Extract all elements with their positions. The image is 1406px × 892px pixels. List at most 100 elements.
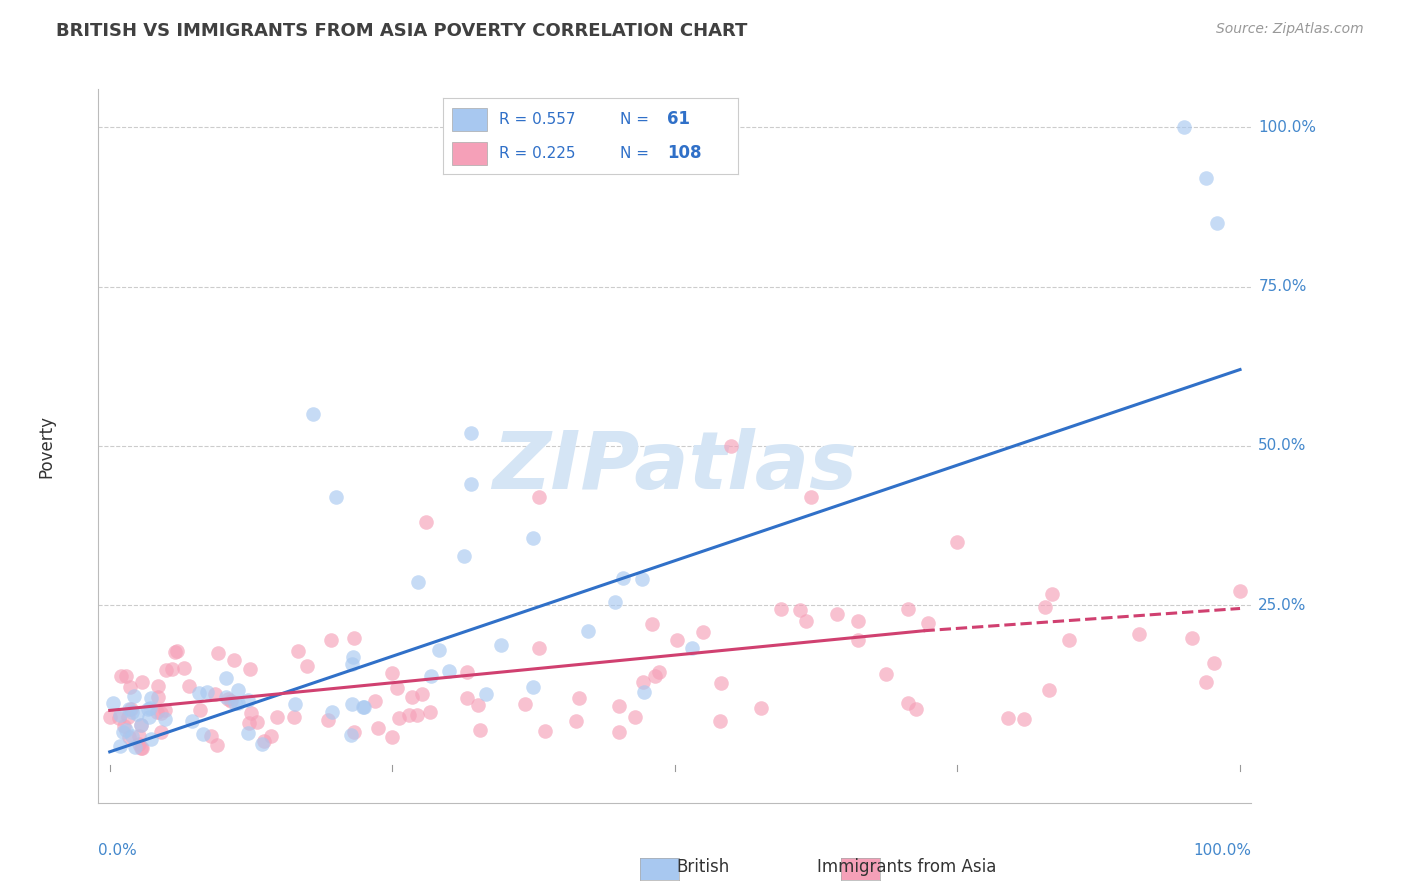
Point xyxy=(138,710,160,724)
Point xyxy=(789,603,811,617)
Text: Source: ZipAtlas.com: Source: ZipAtlas.com xyxy=(1216,22,1364,37)
Point xyxy=(224,653,246,667)
Text: 25.0%: 25.0% xyxy=(1258,598,1306,613)
Point xyxy=(665,633,688,648)
Point xyxy=(644,668,666,682)
Point xyxy=(191,727,214,741)
Point xyxy=(226,683,249,698)
Point xyxy=(128,737,150,751)
Point xyxy=(215,690,238,705)
Point xyxy=(246,715,269,730)
Point xyxy=(647,665,669,679)
Point xyxy=(565,714,588,728)
Point xyxy=(453,549,475,564)
FancyBboxPatch shape xyxy=(451,142,486,165)
Text: ZIPatlas: ZIPatlas xyxy=(492,428,858,507)
Point xyxy=(709,714,731,728)
Point xyxy=(325,490,347,504)
Point xyxy=(131,674,153,689)
Point xyxy=(236,726,259,740)
Point xyxy=(1229,583,1251,598)
Point xyxy=(427,643,450,657)
Point xyxy=(749,701,772,715)
Point xyxy=(195,685,218,699)
Point xyxy=(681,640,703,655)
Point xyxy=(437,665,460,679)
Point xyxy=(205,738,228,752)
Point xyxy=(111,725,134,739)
Point xyxy=(401,690,423,705)
Point xyxy=(236,693,259,707)
Point xyxy=(165,645,187,659)
Point xyxy=(188,685,211,699)
Point xyxy=(353,700,375,714)
Text: British: British xyxy=(676,858,730,876)
Point xyxy=(181,714,204,728)
Point xyxy=(946,534,969,549)
Point xyxy=(139,691,162,706)
Point xyxy=(155,703,177,717)
Point xyxy=(316,713,339,727)
Point xyxy=(799,490,821,504)
Point xyxy=(846,633,869,648)
Point xyxy=(160,662,183,676)
Point xyxy=(917,616,939,631)
Point xyxy=(456,690,478,705)
Text: 100.0%: 100.0% xyxy=(1258,120,1316,135)
Point xyxy=(284,698,307,712)
Point xyxy=(129,740,152,755)
Point xyxy=(260,729,283,743)
Point xyxy=(153,712,176,726)
Point xyxy=(997,711,1019,725)
Point xyxy=(110,669,132,683)
Point xyxy=(204,687,226,701)
Point xyxy=(108,708,131,723)
Point xyxy=(1202,656,1225,670)
Point xyxy=(419,705,441,719)
Point xyxy=(1128,627,1150,641)
Point xyxy=(124,739,146,754)
Point xyxy=(117,709,139,723)
Point xyxy=(321,633,343,648)
Point xyxy=(252,737,274,751)
Text: R = 0.225: R = 0.225 xyxy=(499,146,575,161)
Point xyxy=(122,689,145,703)
Point xyxy=(121,702,143,716)
Point xyxy=(825,607,848,621)
Point xyxy=(522,532,544,546)
Point xyxy=(141,732,163,747)
Point xyxy=(98,710,121,724)
Point xyxy=(155,663,177,677)
Point xyxy=(603,595,626,609)
Point xyxy=(415,516,437,530)
Text: Poverty: Poverty xyxy=(38,415,56,477)
Point xyxy=(367,722,389,736)
Point xyxy=(1206,216,1229,230)
Point xyxy=(108,739,131,753)
Point xyxy=(896,601,918,615)
Point xyxy=(1181,631,1204,645)
Point xyxy=(149,706,172,721)
Point xyxy=(340,728,363,742)
Point xyxy=(173,661,195,675)
Point xyxy=(710,676,733,690)
Point xyxy=(238,715,260,730)
Text: N =: N = xyxy=(620,112,650,127)
Point xyxy=(266,709,288,723)
Point xyxy=(1033,599,1056,614)
Point xyxy=(522,680,544,694)
Point xyxy=(179,679,201,693)
Point xyxy=(1173,120,1195,135)
Point xyxy=(217,692,239,706)
Point xyxy=(240,706,263,720)
Point xyxy=(796,614,818,628)
Point xyxy=(468,723,491,738)
Point xyxy=(343,725,366,739)
Point xyxy=(529,490,551,504)
Point xyxy=(115,669,138,683)
Point xyxy=(342,649,364,664)
Point xyxy=(846,614,869,628)
Point xyxy=(460,426,482,441)
Point xyxy=(131,740,153,755)
Point xyxy=(129,718,152,732)
